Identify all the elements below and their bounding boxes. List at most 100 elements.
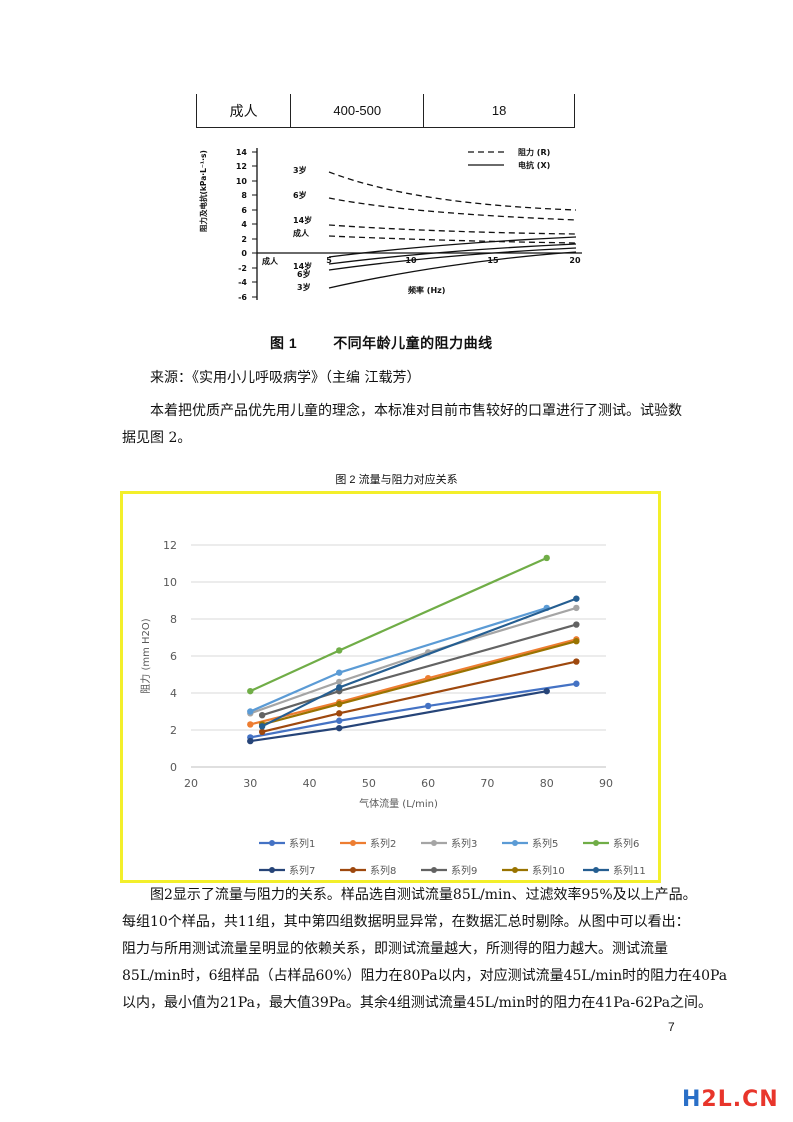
reactance-curve-adult bbox=[328, 236, 577, 258]
legend-item: 系列1 bbox=[259, 837, 315, 850]
site-watermark-logo: H2L.CN bbox=[682, 1087, 779, 1112]
table-row: 成人 400-500 18 bbox=[195, 94, 575, 128]
y-tick-label: 12 bbox=[236, 162, 247, 171]
paragraph-line: 据见图 2。 bbox=[122, 430, 192, 446]
curve-label: 14岁 bbox=[293, 261, 312, 271]
series-line bbox=[249, 556, 548, 693]
data-point bbox=[543, 687, 550, 695]
legend-item: 系列9 bbox=[421, 864, 477, 877]
figure2-chart-frame: 0 2 4 6 8 10 12 20 30 40 50 60 70 80 90 气体流量 (L/min) 阻力 … bbox=[120, 491, 661, 883]
y-tick-label: -2 bbox=[238, 264, 247, 273]
x-tick-label: 40 bbox=[303, 777, 317, 790]
curve-label: 6岁 bbox=[297, 269, 311, 279]
data-point bbox=[573, 595, 580, 602]
table-cell: 成人 bbox=[195, 94, 292, 128]
figure2-chart: 0 2 4 6 8 10 12 20 30 40 50 60 70 80 90 气体流量 (L/min) 阻力 … bbox=[139, 539, 646, 877]
series-系列8 bbox=[258, 658, 580, 736]
legend-item: 系列3 bbox=[421, 837, 477, 850]
y-tick-label: 2 bbox=[241, 235, 247, 244]
resistance-curve-3y bbox=[328, 171, 577, 211]
figure1-caption-number: 图 1 bbox=[270, 335, 298, 351]
data-point bbox=[573, 604, 580, 612]
resistance-curve-14y bbox=[328, 224, 577, 235]
reactance-curve-3y bbox=[328, 251, 577, 289]
data-point bbox=[336, 647, 343, 654]
legend-label: 系列11 bbox=[613, 864, 646, 877]
data-point bbox=[573, 680, 580, 687]
legend-item: 系列6 bbox=[583, 837, 639, 850]
paragraph-line: 每组10个样品，共11组，其中第四组数据明显异常，在数据汇总时剔除。从图中可以看… bbox=[122, 914, 690, 930]
legend-swatch-marker bbox=[350, 840, 356, 846]
resistance-curve-adult bbox=[328, 235, 577, 244]
curve-label: 成人 bbox=[293, 228, 310, 238]
x-tick-label: 70 bbox=[480, 777, 494, 790]
legend-label: 系列10 bbox=[532, 864, 565, 877]
figure1-caption-text: 不同年龄儿童的阻力曲线 bbox=[333, 335, 493, 351]
y-tick-label: -4 bbox=[238, 278, 247, 287]
legend-swatch-marker bbox=[512, 867, 518, 873]
legend-label: 系列7 bbox=[289, 864, 315, 877]
curve-label: 14岁 bbox=[293, 215, 312, 225]
y-tick-label: 0 bbox=[241, 249, 247, 258]
series-系列1 bbox=[247, 680, 580, 741]
y-tick-label: 2 bbox=[170, 724, 177, 737]
data-point bbox=[247, 721, 254, 728]
legend-label: 系列6 bbox=[613, 837, 639, 850]
paragraph-line: 阻力与所用测试流量呈明显的依赖关系，即测试流量越大，所测得的阻力越大。测试流量 bbox=[122, 941, 668, 957]
legend-label: 系列3 bbox=[451, 837, 477, 850]
y-tick-label: 4 bbox=[170, 687, 177, 700]
age-table: 成人 400-500 18 bbox=[195, 94, 575, 128]
y-axis-label: 阻力 (mm H2O) bbox=[139, 618, 152, 693]
table-cell: 18 bbox=[423, 94, 575, 128]
legend-item: 系列11 bbox=[583, 864, 646, 877]
legend-item: 系列7 bbox=[259, 864, 315, 877]
data-point bbox=[247, 708, 254, 715]
x-tick-label: 5 bbox=[326, 256, 332, 265]
legend-swatch-marker bbox=[512, 840, 518, 846]
logo-text: 2L.CN bbox=[701, 1087, 779, 1112]
legend-item: 系列8 bbox=[340, 864, 396, 877]
legend-label: 系列8 bbox=[370, 864, 396, 877]
series-系列5 bbox=[247, 604, 550, 715]
data-point bbox=[247, 737, 254, 745]
x-tick-label: 80 bbox=[540, 777, 554, 790]
legend-swatch-marker bbox=[431, 840, 437, 846]
legend-item: 系列2 bbox=[340, 837, 396, 850]
series-系列6 bbox=[247, 554, 550, 695]
y-tick-label: 4 bbox=[241, 220, 247, 229]
x-axis-label: 气体流量 (L/min) bbox=[359, 797, 438, 810]
curve-label: 3岁 bbox=[297, 282, 311, 292]
data-point bbox=[336, 724, 343, 732]
paragraph-line: 以内，最小值为21Pa，最大值39Pa。其余4组测试流量45L/min时的阻力在… bbox=[122, 995, 713, 1011]
paragraph-line: 本着把优质产品优先用儿童的理念，本标准对目前市售较好的口罩进行了测试。试验数 bbox=[150, 403, 682, 419]
x-tick-label: 20 bbox=[184, 777, 198, 790]
table-cell: 400-500 bbox=[290, 94, 425, 128]
figure1-ylabel: 阻力及电抗(kPa·L⁻¹·s) bbox=[198, 150, 208, 232]
data-point bbox=[247, 687, 254, 695]
y-tick-label: 0 bbox=[170, 761, 177, 774]
y-tick-label: 10 bbox=[236, 177, 248, 186]
legend-swatch-marker bbox=[593, 867, 599, 873]
data-point bbox=[336, 669, 343, 676]
y-tick-label: 8 bbox=[170, 613, 177, 626]
data-point bbox=[258, 723, 266, 730]
legend-item: 系列10 bbox=[502, 864, 565, 877]
data-point bbox=[336, 710, 343, 717]
y-tick-label: 6 bbox=[170, 650, 177, 663]
source-line: 来源：《实用小儿呼吸病学》（主编 江载芳） bbox=[150, 370, 421, 386]
legend-label: 系列5 bbox=[532, 837, 558, 850]
series-line bbox=[261, 640, 577, 726]
x-tick-label: 15 bbox=[487, 256, 499, 265]
legend-reactance: 电抗 (X) bbox=[518, 160, 550, 170]
y-tick-label: -6 bbox=[238, 293, 247, 302]
figure2-title: 图 2 流量与阻力对应关系 bbox=[335, 474, 458, 486]
x-tick-label: 20 bbox=[569, 256, 581, 265]
data-point bbox=[258, 728, 266, 736]
y-tick-label: 6 bbox=[241, 206, 247, 215]
y-tick-label: 8 bbox=[241, 191, 247, 200]
figure1-xlabel: 频率 (Hz) bbox=[408, 285, 445, 295]
y-tick-label: 10 bbox=[163, 576, 177, 589]
reactance-curve-6y bbox=[328, 247, 577, 271]
series-line bbox=[250, 638, 577, 726]
figure1-caption: 图 1 不同年龄儿童的阻力曲线 bbox=[270, 333, 493, 353]
